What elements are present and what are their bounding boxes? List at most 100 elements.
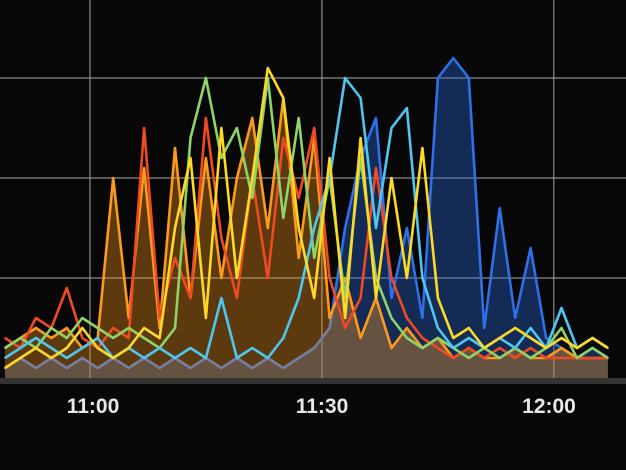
data-point — [437, 297, 439, 299]
data-point — [313, 127, 315, 129]
data-point — [390, 347, 393, 349]
data-point — [297, 297, 300, 299]
data-point — [529, 347, 532, 349]
data-point — [174, 257, 176, 259]
data-point — [112, 327, 114, 329]
data-point — [514, 347, 516, 349]
data-point — [437, 77, 439, 79]
data-point — [576, 357, 578, 359]
series-line-5 — [4, 66, 609, 370]
data-point — [406, 337, 408, 339]
data-point — [251, 197, 254, 199]
data-point — [35, 347, 37, 349]
data-point — [406, 317, 408, 319]
series-line-0 — [4, 56, 609, 370]
data-point — [467, 77, 470, 79]
data-point — [220, 157, 223, 159]
data-point — [189, 367, 192, 369]
data-point — [266, 67, 269, 69]
data-point — [205, 357, 207, 359]
data-point — [35, 337, 37, 339]
data-point — [344, 77, 346, 79]
data-point — [514, 357, 516, 359]
data-point — [344, 227, 346, 229]
data-point — [282, 337, 285, 339]
data-point — [375, 167, 377, 169]
data-point — [158, 347, 161, 349]
data-point — [591, 347, 594, 349]
data-point — [205, 157, 207, 159]
data-point — [591, 357, 594, 359]
data-point — [359, 97, 362, 99]
data-point — [50, 357, 53, 359]
data-point — [174, 227, 176, 229]
data-point — [421, 317, 424, 319]
data-point — [390, 277, 393, 279]
data-point — [112, 337, 114, 339]
data-point — [96, 337, 99, 339]
data-point — [328, 177, 331, 179]
data-point — [421, 337, 424, 339]
data-point — [406, 277, 408, 279]
data-point — [50, 347, 53, 349]
data-point — [467, 347, 470, 349]
data-point — [66, 327, 68, 329]
data-point — [498, 207, 501, 209]
data-point — [297, 227, 300, 229]
data-point — [282, 97, 285, 99]
data-point — [560, 347, 563, 349]
data-point — [452, 347, 455, 349]
data-point — [205, 117, 207, 119]
data-point — [359, 337, 362, 339]
data-point — [19, 337, 22, 339]
data-point — [359, 137, 362, 139]
data-point — [50, 327, 53, 329]
data-point — [143, 337, 145, 339]
data-point — [81, 327, 84, 329]
data-point — [313, 347, 315, 349]
data-point — [498, 357, 501, 359]
data-point — [35, 367, 37, 369]
x-tick-label: 11:30 — [295, 395, 349, 418]
data-point — [236, 357, 238, 359]
data-point — [4, 337, 6, 339]
data-point — [266, 277, 269, 279]
data-point — [236, 277, 238, 279]
data-point — [421, 147, 424, 149]
data-point — [467, 337, 470, 339]
data-point — [127, 337, 130, 339]
data-point — [81, 357, 84, 359]
data-point — [251, 367, 254, 369]
data-point — [344, 277, 346, 279]
data-point — [437, 337, 439, 339]
data-point — [251, 117, 254, 119]
data-point — [529, 327, 532, 329]
data-point — [236, 177, 238, 179]
data-point — [328, 327, 331, 329]
data-point — [591, 337, 594, 339]
data-point — [560, 357, 563, 359]
data-point — [35, 327, 37, 329]
data-point — [375, 227, 377, 229]
data-point — [390, 127, 393, 129]
data-point — [375, 277, 377, 279]
data-point — [143, 327, 145, 329]
data-point — [96, 367, 99, 369]
data-point — [174, 357, 176, 359]
data-point — [344, 317, 346, 319]
data-point — [297, 357, 300, 359]
data-point — [189, 347, 192, 349]
data-point — [174, 327, 176, 329]
data-point — [205, 77, 207, 79]
data-point — [375, 117, 377, 119]
data-point — [4, 357, 6, 359]
data-point — [66, 347, 68, 349]
data-point — [313, 297, 315, 299]
data-point — [81, 337, 84, 339]
data-point — [96, 347, 99, 349]
data-point — [236, 297, 238, 299]
series-line-3 — [4, 76, 609, 360]
data-point — [390, 317, 393, 319]
data-point — [251, 177, 254, 179]
